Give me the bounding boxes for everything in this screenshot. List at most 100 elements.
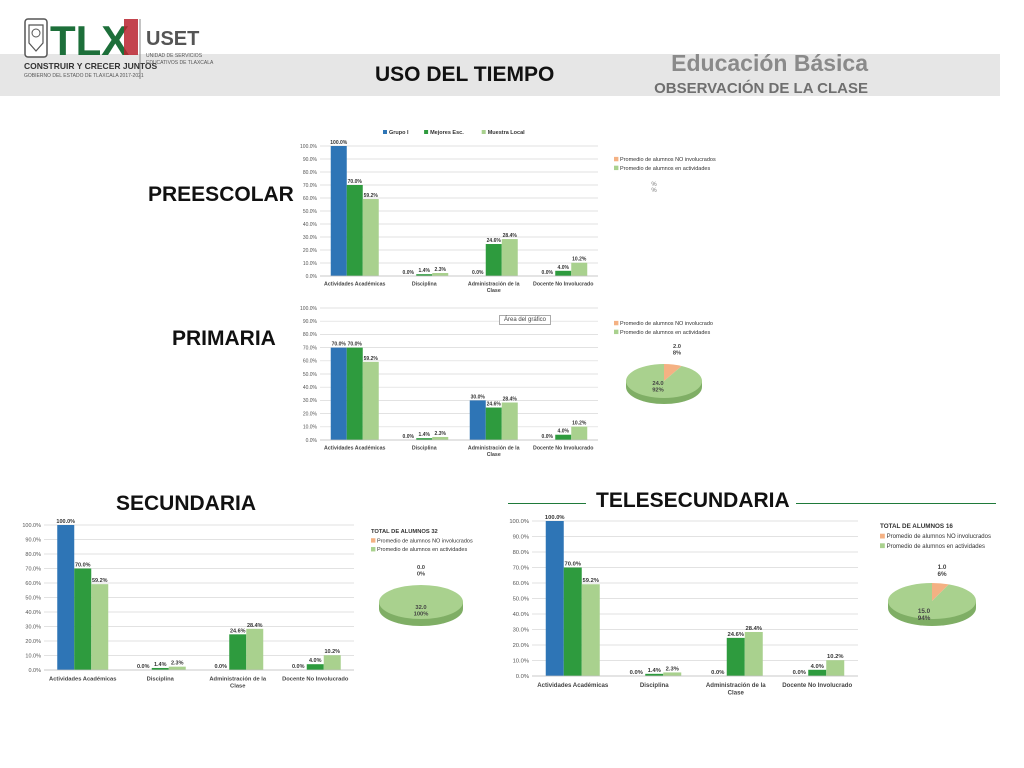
bar (416, 274, 433, 276)
page-title: USO DEL TIEMPO (375, 63, 555, 86)
pie-percent: 8% (673, 351, 681, 357)
bar (485, 244, 502, 276)
label-preescolar: PREESCOLAR (148, 183, 294, 206)
data-label: 59.2% (92, 578, 108, 584)
bar (246, 628, 264, 670)
chart-preescolar-pie: Promedio de alumnos NO involucrados Prome… (614, 156, 716, 194)
bar (645, 673, 664, 676)
shield-icon (24, 18, 48, 58)
bar (826, 660, 845, 676)
data-label: 4.0% (811, 664, 824, 670)
y-tick-label: 50.0% (303, 372, 318, 378)
uset-caption-2: EDUCATIVOS DE TLAXCALA (146, 60, 214, 66)
y-tick-label: 20.0% (303, 411, 318, 417)
y-tick-label: 0.0% (28, 668, 41, 674)
org-subtitle: OBSERVACIÓN DE LA CLASE (654, 80, 868, 97)
category-label: Administración de la (468, 282, 520, 288)
bar (306, 664, 324, 670)
category-label: Actividades Académicas (324, 282, 385, 288)
bar (323, 655, 341, 670)
category-label: Administración de la (209, 676, 267, 682)
bar (571, 426, 588, 440)
category-label: Actividades Académicas (537, 682, 609, 689)
category-label: Docente No Involucrado (533, 446, 593, 452)
logo-text: TLX (50, 17, 129, 64)
pie-title: TOTAL DE ALUMNOS 16 (880, 523, 953, 530)
data-label: 28.4% (503, 233, 518, 239)
legend-swatch (424, 130, 429, 134)
bar (330, 146, 347, 276)
bar (91, 584, 109, 670)
category-label: Disciplina (640, 682, 669, 689)
category-label: Docente No Involucrado (782, 682, 852, 689)
data-label: 0.0% (472, 270, 484, 276)
data-label: 100.0% (56, 519, 75, 525)
data-label: 0.0% (403, 434, 415, 440)
category-label: Clase (230, 684, 246, 690)
data-label: 24.6% (728, 632, 744, 638)
pie-label: % (651, 182, 657, 188)
data-label: 24.6% (487, 238, 502, 244)
y-tick-label: 40.0% (513, 612, 529, 618)
bar (469, 400, 486, 440)
y-tick-label: 80.0% (303, 170, 318, 176)
category-label: Disciplina (147, 676, 175, 682)
chart-primaria-pie: Promedio de alumnos NO involucrado Promed… (614, 320, 713, 404)
bar (485, 407, 502, 440)
bar (151, 667, 169, 670)
legend-swatch (481, 130, 486, 134)
data-label: 0.0% (137, 664, 150, 670)
y-tick-label: 60.0% (303, 196, 318, 202)
y-tick-label: 20.0% (513, 643, 529, 649)
bar (229, 634, 247, 670)
legend-entry: Promedio de alumnos NO involucrados (620, 157, 716, 163)
label-secundaria: SECUNDARIA (116, 492, 257, 515)
data-label: 0.0% (630, 670, 643, 676)
y-tick-label: 50.0% (25, 595, 41, 601)
bar (57, 525, 75, 670)
y-tick-label: 20.0% (303, 248, 318, 254)
category-label: Disciplina (412, 446, 437, 452)
y-tick-label: 90.0% (25, 537, 41, 543)
category-label: Clase (487, 288, 501, 294)
y-tick-label: 70.0% (513, 566, 529, 572)
data-label: 10.2% (324, 649, 340, 655)
bar (432, 436, 449, 440)
chart-primaria-bar: 0.0% 10.0% 20.0% 30.0% 40.0% 50.0% 60.0% 70.0% 8… (300, 306, 598, 458)
y-tick-label: 80.0% (513, 550, 529, 556)
y-tick-label: 100.0% (509, 519, 529, 525)
data-label: 1.4% (648, 668, 661, 674)
chart-secundaria-bar: 0.0% 10.0% 20.0% 30.0% 40.0% 50.0% 60.0% 70.0% 8… (22, 519, 354, 690)
pie-label: 32.0 (415, 605, 426, 611)
uset-text: USET (146, 28, 199, 50)
org-title: Educación Básica (671, 50, 868, 76)
legend-swatch (880, 533, 885, 539)
pie-label: 15.0 (918, 608, 931, 615)
y-tick-label: 0.0% (306, 438, 318, 444)
data-label: 24.6% (487, 402, 502, 408)
data-label: 1.4% (419, 268, 431, 274)
y-tick-label: 100.0% (22, 523, 41, 529)
government-logo: TLX CONSTRUIR Y CRECER JUNTOS GOBIERNO D… (20, 15, 220, 85)
y-tick-label: 90.0% (513, 535, 529, 541)
pie-percent: 92% (652, 388, 664, 394)
bar (74, 568, 92, 670)
data-label: 59.2% (364, 356, 379, 362)
legend-swatch (371, 547, 376, 552)
rule-right (796, 503, 996, 504)
data-label: 28.4% (247, 623, 263, 629)
bar (555, 434, 572, 440)
y-tick-label: 10.0% (303, 261, 318, 267)
data-label: 28.4% (746, 626, 762, 632)
y-tick-label: 50.0% (513, 597, 529, 603)
legend-swatch (880, 543, 885, 549)
legend-entry: Grupo I (389, 130, 409, 136)
y-tick-label: 10.0% (513, 659, 529, 665)
y-tick-label: 70.0% (303, 183, 318, 189)
data-label: 24.6% (230, 628, 246, 634)
y-tick-label: 40.0% (303, 222, 318, 228)
data-label: 0.0% (542, 434, 554, 440)
y-tick-label: 30.0% (303, 235, 318, 241)
y-tick-label: 70.0% (25, 566, 41, 572)
data-label: 70.0% (332, 342, 347, 348)
